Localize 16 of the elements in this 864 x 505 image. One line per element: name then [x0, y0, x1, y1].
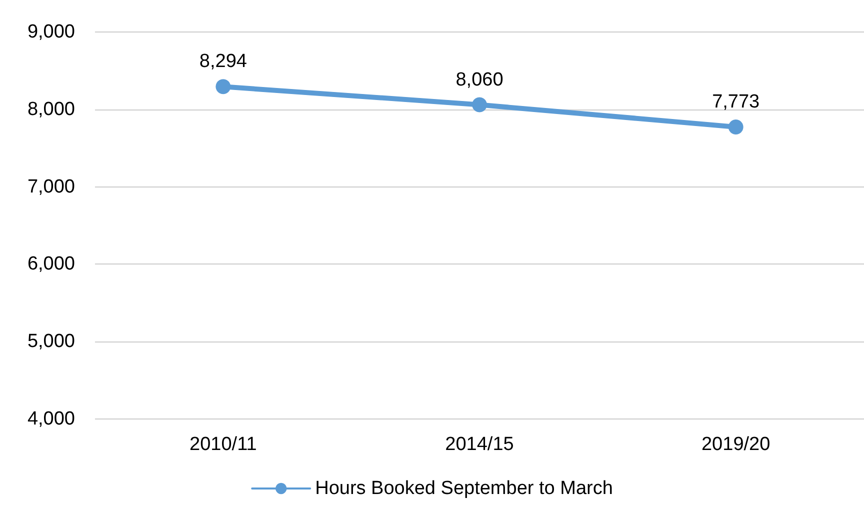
x-tick-label: 2010/11	[190, 434, 257, 455]
y-tick-label: 8,000	[27, 98, 75, 120]
data-label: 8,294	[199, 51, 248, 72]
data-label: 8,060	[456, 69, 504, 90]
point	[728, 119, 744, 134]
legend-label: Hours Booked September to March	[315, 478, 613, 499]
y-tick-label: 4,000	[27, 408, 75, 430]
y-tick-label: 9,000	[27, 22, 75, 42]
x-tick-label: 2019/20	[701, 434, 770, 455]
y-tick-label: 5,000	[27, 331, 75, 352]
y-tick-label: 6,000	[27, 254, 75, 275]
point	[472, 97, 487, 112]
point	[216, 79, 231, 94]
x-tick-label: 2014/15	[445, 434, 514, 455]
data-label: 7,773	[712, 91, 760, 112]
y-tick-label: 7,000	[27, 176, 75, 198]
